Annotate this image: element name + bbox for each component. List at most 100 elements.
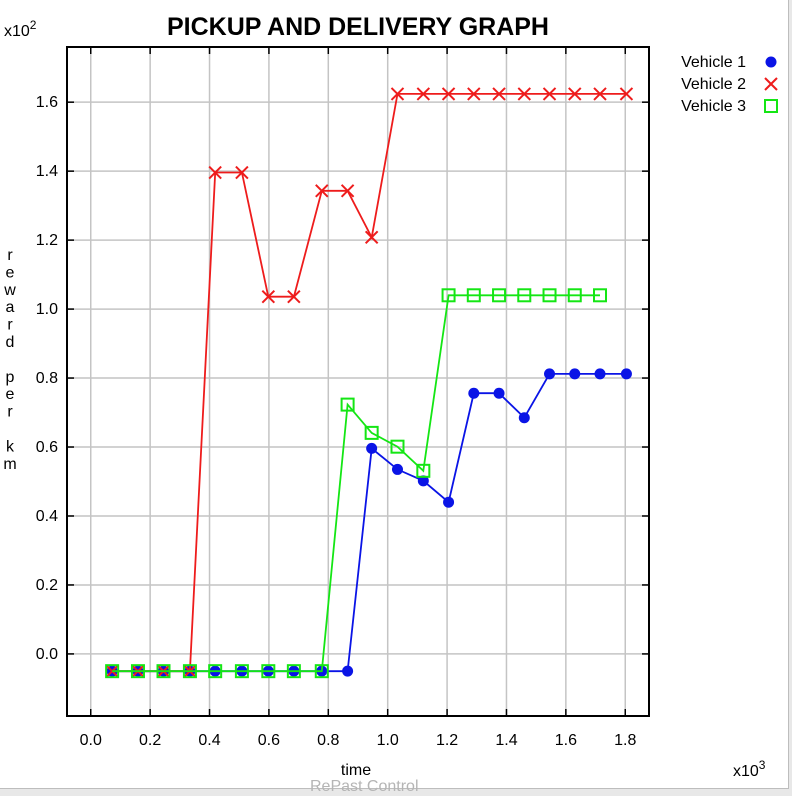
y-axis-label-letter: r xyxy=(7,404,13,421)
vehicle-3-point xyxy=(567,288,582,303)
vehicle-3-point xyxy=(593,288,608,303)
vehicle-2-point xyxy=(441,87,456,101)
y-axis-label-letter: w xyxy=(3,282,16,299)
legend-label-vehicle-2: Vehicle 2 xyxy=(681,76,746,93)
vehicle-2-point xyxy=(416,87,431,101)
vehicle-2-point xyxy=(619,87,634,101)
x-marker-stroke xyxy=(619,87,634,101)
x-marker-stroke xyxy=(764,77,778,91)
legend-label-vehicle-1: Vehicle 1 xyxy=(681,54,746,71)
vehicle-3-point xyxy=(340,397,355,412)
x-marker-stroke xyxy=(441,87,456,101)
chart-title: PICKUP AND DELIVERY GRAPH xyxy=(167,13,549,41)
vehicle-1-point xyxy=(518,412,530,424)
vehicle-1-point xyxy=(493,387,505,399)
vehicle-3-line xyxy=(112,294,600,673)
x-marker-stroke xyxy=(467,87,481,101)
vehicle-2-point xyxy=(492,87,506,101)
y-axis-label-letter: e xyxy=(6,386,15,403)
vehicle-3-point xyxy=(542,288,557,303)
background-window-caption: RePast Control xyxy=(310,778,419,795)
y-tick-label: 1.4 xyxy=(36,163,58,180)
y-tick-label: 0.4 xyxy=(36,508,58,525)
axis-ticks xyxy=(67,47,649,716)
vehicle-1-point xyxy=(417,475,429,487)
legend-marker-vehicle-3 xyxy=(764,99,778,113)
vehicle-3-point xyxy=(517,288,532,303)
vehicle-2-point xyxy=(315,184,329,198)
y-axis-label-letter: a xyxy=(6,299,15,316)
vehicle-2-point xyxy=(261,289,276,304)
y-multiplier-label: x102 xyxy=(4,18,37,40)
x-tick-label: 0.0 xyxy=(80,732,102,749)
x-marker-stroke xyxy=(568,87,582,101)
vehicle-3-point xyxy=(208,664,223,679)
x-tick-label: 1.2 xyxy=(436,732,458,749)
vehicle-3-point xyxy=(286,664,301,679)
vehicle-3-point xyxy=(466,288,481,303)
vehicle-3-point xyxy=(416,463,431,478)
x-tick-label: 1.6 xyxy=(555,732,577,749)
vehicle-1-line xyxy=(112,372,627,673)
legend-label-vehicle-3: Vehicle 3 xyxy=(681,98,746,115)
y-tick-label: 0.0 xyxy=(36,646,58,663)
vehicle-3-point xyxy=(314,664,329,679)
x-tick-label: 0.8 xyxy=(317,732,339,749)
x-marker-stroke xyxy=(315,184,329,198)
x-axis-label: time xyxy=(341,762,371,779)
x-marker-stroke xyxy=(364,230,379,245)
legend-marker-vehicle-1 xyxy=(765,56,777,68)
vehicle-3-point xyxy=(492,288,507,303)
y-tick-label: 0.2 xyxy=(36,577,58,594)
x-marker-stroke xyxy=(340,184,355,198)
y-axis-label-letter: r xyxy=(7,247,13,264)
vehicle-3-point xyxy=(182,664,197,679)
vehicle-1-point xyxy=(366,442,378,454)
y-tick-label: 1.2 xyxy=(36,232,58,249)
vehicle-2-point xyxy=(340,184,355,198)
y-axis-label-letter: m xyxy=(3,456,16,473)
y-axis-label-letter: k xyxy=(6,438,15,455)
vehicle-1-series xyxy=(106,368,632,677)
x-marker-stroke xyxy=(492,87,506,101)
x-marker-stroke xyxy=(390,87,405,101)
tick-labels: 0.0 0.2 0.4 0.6 0.8 1.0 1.2 1.4 1.6 1.8 0.0 0.2 0.4 0… xyxy=(36,94,637,749)
vehicle-3-point xyxy=(261,664,276,679)
vehicle-1-point xyxy=(569,368,581,380)
x-tick-label: 0.6 xyxy=(258,732,280,749)
vehicle-2-point xyxy=(593,87,607,101)
y-axis-label-letter: e xyxy=(6,264,15,281)
legend-marker-vehicle-2 xyxy=(764,77,778,91)
y-tick-label: 0.6 xyxy=(36,439,58,456)
vehicle-2-point xyxy=(542,87,557,101)
vehicle-1-point xyxy=(342,665,354,677)
vehicle-1-point xyxy=(468,387,480,399)
vehicle-2-point xyxy=(467,87,481,101)
x-marker-stroke xyxy=(517,87,531,101)
vehicle-1-point xyxy=(544,368,556,380)
x-marker-stroke xyxy=(593,87,607,101)
vehicle-2-point xyxy=(517,87,531,101)
plot-area xyxy=(66,46,650,717)
vehicle-3-series xyxy=(105,288,608,679)
vehicle-1-point xyxy=(620,368,632,380)
vehicle-3-point xyxy=(234,664,249,679)
x-marker-stroke xyxy=(542,87,557,101)
vehicle-2-point xyxy=(364,230,379,245)
vehicle-3-point xyxy=(441,288,456,303)
x-multiplier-label: x103 xyxy=(733,758,766,780)
y-tick-label: 1.6 xyxy=(36,94,58,111)
series xyxy=(105,87,634,679)
y-tick-label: 0.8 xyxy=(36,370,58,387)
x-marker-stroke xyxy=(235,165,249,180)
legend: Vehicle 1 Vehicle 2 Vehicle 3 xyxy=(681,54,778,115)
vehicle-2-point xyxy=(390,87,405,101)
vehicle-2-point xyxy=(235,165,249,180)
grid xyxy=(67,47,649,716)
vehicle-3-point xyxy=(130,664,145,679)
y-tick-label: 1.0 xyxy=(36,301,58,318)
vehicle-3-point xyxy=(105,664,120,679)
y-axis-label-letter: p xyxy=(6,369,15,386)
